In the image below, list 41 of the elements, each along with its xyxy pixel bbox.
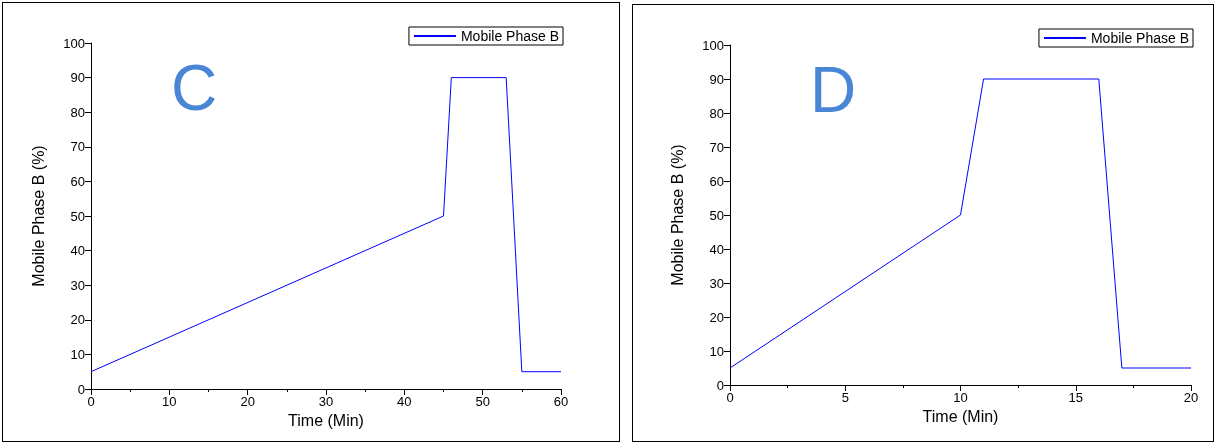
x-tick-label: 40 xyxy=(397,394,412,409)
y-tick-label: 60 xyxy=(709,173,724,189)
y-tick-label: 50 xyxy=(709,207,724,223)
y-tick-label: 90 xyxy=(709,71,724,87)
y-tick-label: 10 xyxy=(70,346,85,362)
y-tick-label: 50 xyxy=(70,208,85,224)
x-tick-label: 30 xyxy=(318,394,334,409)
y-tick-label: 100 xyxy=(702,37,724,53)
y-tick-label: 70 xyxy=(70,139,85,155)
x-tick-label: 60 xyxy=(553,394,569,409)
y-tick-label: 30 xyxy=(709,275,724,291)
x-tick-label: 5 xyxy=(841,390,849,405)
x-tick-label: 15 xyxy=(1068,390,1083,405)
x-axis-title: Time (Min) xyxy=(922,408,999,426)
x-tick-label: 50 xyxy=(475,394,490,409)
legend-label: Mobile Phase B xyxy=(460,28,560,44)
y-tick-label: 30 xyxy=(70,277,85,293)
y-tick-label: 80 xyxy=(709,105,724,121)
y-tick-label: 20 xyxy=(709,309,724,325)
chart-title: D xyxy=(810,54,857,126)
x-axis-title: Time (Min) xyxy=(288,412,364,430)
y-axis-title: Mobile Phase B (%) xyxy=(668,144,686,286)
x-tick-label: 0 xyxy=(87,394,95,409)
y-tick-label: 90 xyxy=(70,70,85,86)
x-tick-label: 20 xyxy=(1183,390,1199,405)
y-tick-label: 60 xyxy=(70,173,85,189)
y-tick-label: 80 xyxy=(70,104,85,120)
x-tick-label: 10 xyxy=(162,394,177,409)
y-tick-label: 40 xyxy=(70,243,85,259)
y-axis-title: Mobile Phase B (%) xyxy=(29,145,47,287)
x-tick-label: 10 xyxy=(953,390,968,405)
y-tick-label: 20 xyxy=(70,312,85,328)
chart-title: C xyxy=(171,52,218,124)
x-tick-label: 20 xyxy=(240,394,255,409)
y-tick-label: 40 xyxy=(709,241,724,257)
y-tick-label: 100 xyxy=(63,35,85,51)
y-tick-label: 0 xyxy=(716,377,724,393)
x-tick-label: 0 xyxy=(726,390,734,405)
legend-label: Mobile Phase B xyxy=(1090,30,1190,46)
y-tick-label: 10 xyxy=(709,343,724,359)
y-tick-label: 70 xyxy=(709,139,724,155)
